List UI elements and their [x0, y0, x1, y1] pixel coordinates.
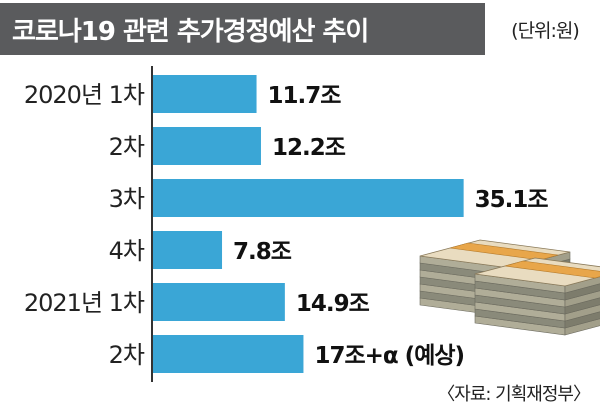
category-label: 2020년 1차: [24, 81, 145, 109]
category-label: 2021년 1차: [24, 289, 145, 317]
money-stack-icon: [419, 239, 600, 336]
category-label: 2차: [109, 341, 145, 369]
value-label: 7.8조: [233, 239, 292, 265]
source-note: 〈자료: 기획재정부〉: [437, 384, 591, 405]
value-label: 12.2조: [272, 135, 346, 161]
unit-box: (단위:원): [490, 3, 600, 55]
category-label: 4차: [109, 237, 145, 265]
bar: [153, 179, 464, 217]
bar-chart: 2020년 1차 11.7조 2차 12.2조 3차 35.1조 4차 7.8조 2021년 1…: [24, 66, 600, 382]
bar: [153, 335, 304, 373]
chart-header: 코로나19 관련 추가경정예산 추이 (단위:원): [0, 0, 600, 58]
bar: [153, 231, 223, 269]
bar: [153, 283, 285, 321]
bar: [153, 127, 261, 165]
category-label: 3차: [109, 185, 145, 213]
unit-label: (단위:원): [511, 19, 580, 42]
bar: [153, 75, 257, 113]
value-label: 11.7조: [268, 83, 342, 109]
category-label: 2차: [109, 133, 145, 161]
value-label: 35.1조: [475, 187, 549, 213]
value-label: 14.9조: [296, 291, 370, 317]
title-bar: 코로나19 관련 추가경정예산 추이: [0, 3, 485, 55]
value-label: 17조+α (예상): [314, 343, 464, 369]
plot-area: 2020년 1차 11.7조 2차 12.2조 3차 35.1조 4차 7.8조 2021년 1…: [0, 58, 600, 388]
chart-title: 코로나19 관련 추가경정예산 추이: [12, 16, 369, 47]
